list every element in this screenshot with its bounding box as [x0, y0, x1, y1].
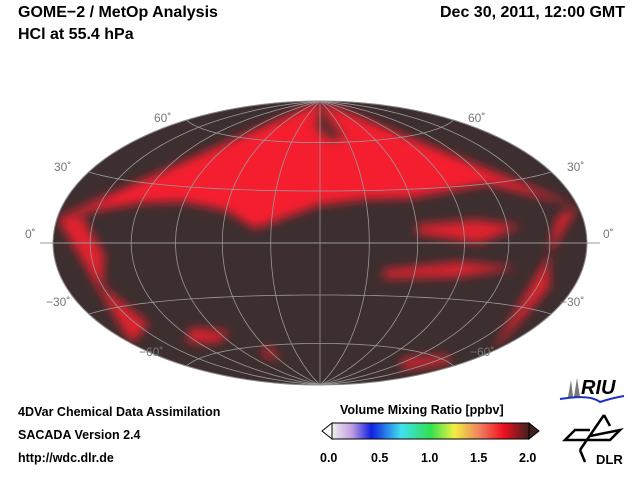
high-hcl-region [382, 261, 520, 279]
dlr-logo-text: DLR [596, 452, 623, 467]
lat-label-0-right: 0˚ [603, 227, 614, 241]
lat-label-60-left: 60˚ [154, 111, 172, 125]
colorbar-tick-3: 1.5 [470, 451, 488, 465]
high-hcl-region [416, 219, 522, 243]
colorbar-title: Volume Mixing Ratio [ppbv] [340, 403, 504, 417]
dlr-logo: DLR [561, 414, 624, 467]
riu-logo-text: RIU [581, 377, 616, 399]
parallel-line [186, 343, 454, 367]
lat-label-m30-right: −30˚ [560, 295, 585, 309]
colorbar-low-arrow [321, 421, 333, 441]
lat-label-30-left: 30˚ [54, 160, 72, 174]
lat-label-30-right: 30˚ [567, 160, 585, 174]
figure-title: GOME−2 / MetOp Analysis [18, 4, 218, 21]
colorbar-gradient [331, 422, 530, 440]
map-outline [52, 100, 588, 386]
colorbar-tick-4: 2.0 [519, 451, 537, 465]
high-hcl-region [57, 215, 149, 344]
lat-label-60-right: 60˚ [468, 111, 486, 125]
high-hcl-region [57, 101, 578, 229]
colorbar-tick-2: 1.0 [421, 451, 439, 465]
colorbar [321, 421, 540, 441]
datetime: Dec 30, 2011, 12:00 GMT [440, 4, 625, 21]
footer-line-2: SACADA Version 2.4 [18, 428, 141, 442]
lat-label-m60-left: −60˚ [139, 345, 164, 359]
riu-logo: RIU [559, 377, 625, 404]
parallel-line [186, 119, 454, 143]
figure-subtitle: HCl at 55.4 hPa [18, 26, 134, 43]
lat-label-0-left: 0˚ [25, 227, 36, 241]
colorbar-high-arrow [528, 421, 540, 441]
lat-label-m60-right: −60˚ [470, 345, 495, 359]
footer-line-1: 4DVar Chemical Data Assimilation [18, 405, 221, 419]
colorbar-tick-1: 0.5 [371, 451, 389, 465]
polar-low-region [313, 101, 347, 143]
footer-link[interactable]: http://wdc.dlr.de [18, 451, 114, 465]
parallel-line [88, 171, 552, 192]
high-hcl-region [187, 327, 230, 343]
high-hcl-region [401, 355, 451, 370]
colorbar-tick-0: 0.0 [320, 451, 338, 465]
lat-label-m30-left: −30˚ [46, 295, 71, 309]
parallel-line [88, 294, 552, 315]
